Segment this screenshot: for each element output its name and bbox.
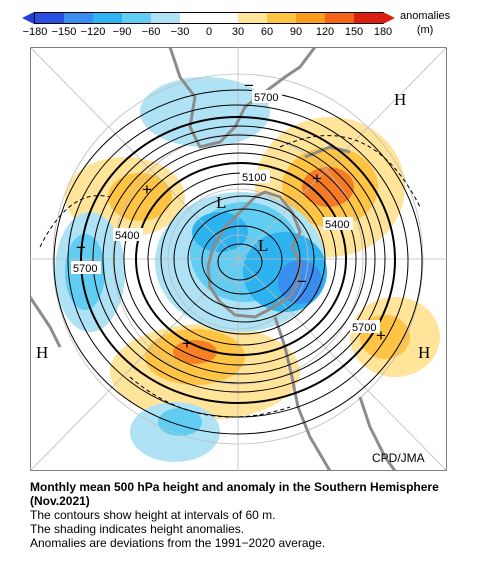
positive-anomaly-area	[173, 340, 217, 364]
colorbar-tick-label: 180	[373, 26, 393, 38]
figure-caption: Monthly mean 500 hPa height and anomaly …	[30, 480, 470, 550]
contour-line-5700	[80, 116, 396, 404]
colorbar-tick-label: −120	[80, 26, 106, 38]
polar-stereographic-map: 5700 5100 5400 5400 5700 5700 H H H L L …	[30, 47, 447, 471]
low-pressure-label: L	[258, 236, 268, 255]
colorbar-segment	[354, 13, 383, 23]
contour-label-5100: 5100	[242, 172, 266, 184]
contour-line	[67, 104, 409, 418]
colorbar-segment	[64, 13, 93, 23]
high-pressure-label: H	[394, 90, 406, 109]
contour-label-5400-right: 5400	[325, 219, 349, 231]
colorbar-tick-label: −60	[141, 26, 161, 38]
colorbar-tick-label: −180	[22, 26, 48, 38]
caption-line-contours: The contours show height at intervals of…	[30, 508, 276, 522]
label-background	[252, 90, 282, 103]
coastline-antarctica	[206, 190, 302, 319]
negative-anomaly-marker: −	[76, 238, 86, 257]
contour-line	[201, 225, 283, 295]
contour-line	[217, 243, 263, 281]
coastline-south-america	[168, 47, 317, 149]
colorbar-tick-label: −30	[170, 26, 190, 38]
caption-title: Monthly mean 500 hPa height and anomaly …	[30, 480, 439, 508]
height-contours	[39, 89, 423, 435]
negative-anomaly-area	[158, 408, 202, 436]
contour-label-5700-top: 5700	[254, 92, 278, 104]
positive-anomaly-area	[108, 173, 172, 221]
graticule	[30, 47, 447, 471]
colorbar-tick-label: 120	[315, 26, 335, 38]
coastline-australia-west	[273, 316, 332, 471]
label-background	[71, 261, 101, 274]
colorbar-min-arrow	[22, 12, 34, 24]
pressure-system-labels: H H H L L	[36, 90, 430, 362]
coastline-australia-east	[358, 396, 397, 471]
caption-line-shading: The shading indicates height anomalies.	[30, 522, 245, 536]
coastline-islands	[304, 145, 351, 159]
contour-line	[102, 134, 376, 384]
low-pressure-label: L	[216, 193, 226, 212]
positive-anomaly-marker: +	[182, 334, 192, 353]
contour-line	[173, 195, 315, 323]
colorbar-segment	[209, 13, 238, 23]
contour-value-labels: 5700 5100 5400 5400 5700 5700	[71, 90, 380, 334]
anomaly-zero-line	[279, 135, 421, 208]
colorbar-segment	[122, 13, 151, 23]
colorbar-tick-label: 90	[289, 26, 303, 38]
contour-label-5700-left: 5700	[73, 263, 97, 275]
colorbar-segment	[296, 13, 325, 23]
colorbar-units-label: anomalies (m)	[400, 10, 451, 36]
contour-line	[160, 183, 326, 335]
positive-anomaly-marker: +	[376, 326, 386, 345]
colorbar-segment	[93, 13, 122, 23]
colorbar-tick-label: 30	[231, 26, 245, 38]
negative-anomaly-marker: −	[297, 272, 307, 291]
colorbar-segments	[34, 12, 384, 24]
colorbar-tick-label: −90	[112, 26, 132, 38]
anomaly-zero-line	[129, 376, 291, 418]
contour-label-5400-left: 5400	[115, 230, 139, 242]
contour-label-5700-right: 5700	[352, 322, 376, 334]
contour-line	[92, 125, 386, 393]
colorbar-max-arrow	[383, 12, 395, 24]
credit-label: CPD/JMA	[372, 451, 425, 465]
coastlines	[30, 47, 397, 471]
label-background	[113, 228, 143, 241]
colorbar-segment	[267, 13, 296, 23]
high-pressure-label: H	[418, 343, 430, 362]
positive-anomaly-marker: +	[142, 180, 152, 199]
label-background	[240, 170, 270, 183]
negative-anomaly-area	[278, 260, 322, 304]
negative-anomaly-marker: −	[244, 76, 254, 95]
colorbar-tick-label: −150	[51, 26, 77, 38]
anomaly-zero-line	[39, 195, 111, 248]
contour-line	[123, 152, 357, 366]
colorbar-segment	[151, 13, 180, 23]
colorbar-segment	[325, 13, 354, 23]
positive-anomaly-marker: +	[312, 169, 322, 188]
contour-line-5400	[135, 162, 347, 356]
caption-line-anomalies: Anomalies are deviations from the 1991−2…	[30, 536, 326, 550]
label-background	[323, 217, 353, 230]
contour-line	[113, 143, 367, 375]
high-pressure-label: H	[36, 343, 48, 362]
colorbar-segment	[238, 13, 267, 23]
anomaly-colorbar: −180 −150 −120 −90 −60 −30 0 30 60 90 120 150 180 an…	[0, 0, 480, 44]
label-background	[350, 320, 380, 333]
contour-line	[53, 89, 423, 435]
colorbar-tick-label: 150	[344, 26, 364, 38]
anomaly-center-markers: + + + + − − −	[76, 76, 386, 353]
colorbar-tick-label: 0	[205, 26, 213, 38]
coastline-africa	[30, 296, 62, 348]
colorbar-segment	[35, 13, 64, 23]
contour-line	[187, 208, 301, 310]
colorbar-segment	[180, 13, 209, 23]
colorbar-tick-label: 60	[260, 26, 274, 38]
